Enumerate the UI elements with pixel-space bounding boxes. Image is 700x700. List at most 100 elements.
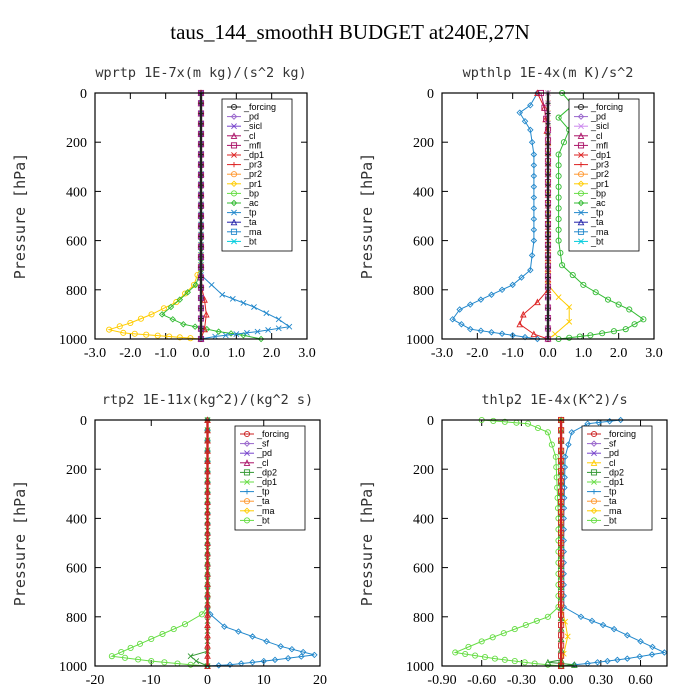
panel-rtp2: rtp2 1E-11x(kg^2)/(kg^2 s) Pressure [hPa]… xyxy=(11,392,327,688)
data-point xyxy=(552,453,559,460)
series-dp1 xyxy=(452,416,565,670)
data-point xyxy=(275,325,282,332)
data-point xyxy=(235,628,242,635)
data-point xyxy=(204,621,211,629)
legend-item: _tp xyxy=(587,487,617,497)
data-point xyxy=(534,424,542,432)
data-point xyxy=(588,617,596,625)
data-point xyxy=(521,118,529,125)
legend-label: _ta xyxy=(243,217,257,227)
data-point xyxy=(182,290,189,297)
legend-box xyxy=(568,98,640,252)
data-point xyxy=(558,457,565,465)
legend-marker xyxy=(590,430,598,438)
data-point xyxy=(560,494,568,502)
data-point xyxy=(127,644,134,652)
legend-label: _ta xyxy=(256,496,270,506)
legend-marker xyxy=(230,142,238,149)
legend-marker xyxy=(577,113,585,120)
legend-item: _pr1 xyxy=(227,179,262,189)
data-point xyxy=(187,661,194,668)
data-point xyxy=(198,223,204,229)
x-tick-label: 10 xyxy=(257,673,271,688)
legend-marker xyxy=(243,459,251,466)
data-point xyxy=(198,100,204,106)
legend-item: _pd xyxy=(227,112,259,122)
legend-item: _dp1 xyxy=(587,477,624,487)
legend: _forcing_pd_sicl_cl_mfl_dp1_pr3_pr2_pr1_… xyxy=(221,98,293,252)
data-point xyxy=(545,100,551,106)
y-axis-label: Pressure [hPa] xyxy=(11,480,29,606)
data-point xyxy=(233,331,240,337)
data-point xyxy=(159,630,166,638)
x-tick-label: 0.00 xyxy=(549,673,574,688)
x-tick-label: 2.0 xyxy=(263,346,281,361)
legend-marker xyxy=(230,103,238,111)
series-tp xyxy=(449,89,541,343)
data-point xyxy=(467,301,474,308)
data-point xyxy=(501,656,508,663)
data-point xyxy=(545,264,551,270)
data-point xyxy=(555,172,562,180)
data-point xyxy=(569,271,576,279)
data-point xyxy=(489,634,496,641)
data-point xyxy=(456,306,463,313)
data-point xyxy=(222,332,229,339)
legend-item: _sicl xyxy=(227,121,262,131)
data-point xyxy=(624,655,631,662)
data-point xyxy=(158,311,166,318)
data-point xyxy=(204,631,211,639)
data-point xyxy=(491,655,498,662)
data-point xyxy=(545,213,551,219)
legend-marker xyxy=(577,228,585,235)
data-point xyxy=(528,138,536,146)
series-line xyxy=(519,92,549,340)
legend-marker xyxy=(591,479,597,485)
legend-item: _bt xyxy=(587,515,617,525)
data-point xyxy=(106,326,113,333)
data-point xyxy=(522,621,529,629)
legend-item: _pr2 xyxy=(227,169,262,179)
data-point xyxy=(558,632,565,639)
legend-item: _dp2 xyxy=(587,467,624,477)
data-point xyxy=(249,633,256,640)
legend-label: _bt xyxy=(243,236,257,246)
data-point xyxy=(516,109,523,116)
data-point xyxy=(198,151,204,158)
legend-label: _forcing xyxy=(603,429,636,439)
data-point xyxy=(545,223,551,229)
legend-label: _pr1 xyxy=(243,179,262,189)
data-point xyxy=(204,426,211,434)
data-point xyxy=(558,529,565,536)
legend-label: _ta xyxy=(590,217,604,227)
legend-marker xyxy=(578,123,584,130)
legend-item: _sicl xyxy=(574,121,609,131)
data-point xyxy=(554,484,561,491)
data-point xyxy=(204,467,211,475)
plot-frame xyxy=(441,419,668,667)
data-point xyxy=(176,334,183,341)
data-point xyxy=(118,649,125,656)
y-tick-label: 400 xyxy=(66,512,87,527)
series-forcing xyxy=(545,90,551,342)
legend-marker xyxy=(577,190,585,197)
data-point xyxy=(192,281,199,289)
legend-item: _pd xyxy=(240,448,272,458)
data-point xyxy=(198,110,204,117)
legend: _forcing_sf_pd_cl_dp2_dp1_tp_ta_ma_bt xyxy=(234,425,306,531)
y-tick-label: 600 xyxy=(66,562,87,577)
data-point xyxy=(648,651,656,658)
data-point xyxy=(198,295,204,301)
series-ac xyxy=(555,89,647,343)
data-point xyxy=(545,285,551,291)
data-point xyxy=(533,617,540,624)
data-point xyxy=(215,662,222,669)
x-tick-label: 0.30 xyxy=(589,673,614,688)
data-point xyxy=(545,305,551,311)
legend-label: _dp2 xyxy=(603,467,624,477)
y-tick-label: 1000 xyxy=(59,333,87,348)
data-point xyxy=(167,303,175,311)
legend-label: _dp1 xyxy=(256,477,277,487)
legend-label: _pd xyxy=(256,448,272,458)
data-point xyxy=(571,661,578,668)
